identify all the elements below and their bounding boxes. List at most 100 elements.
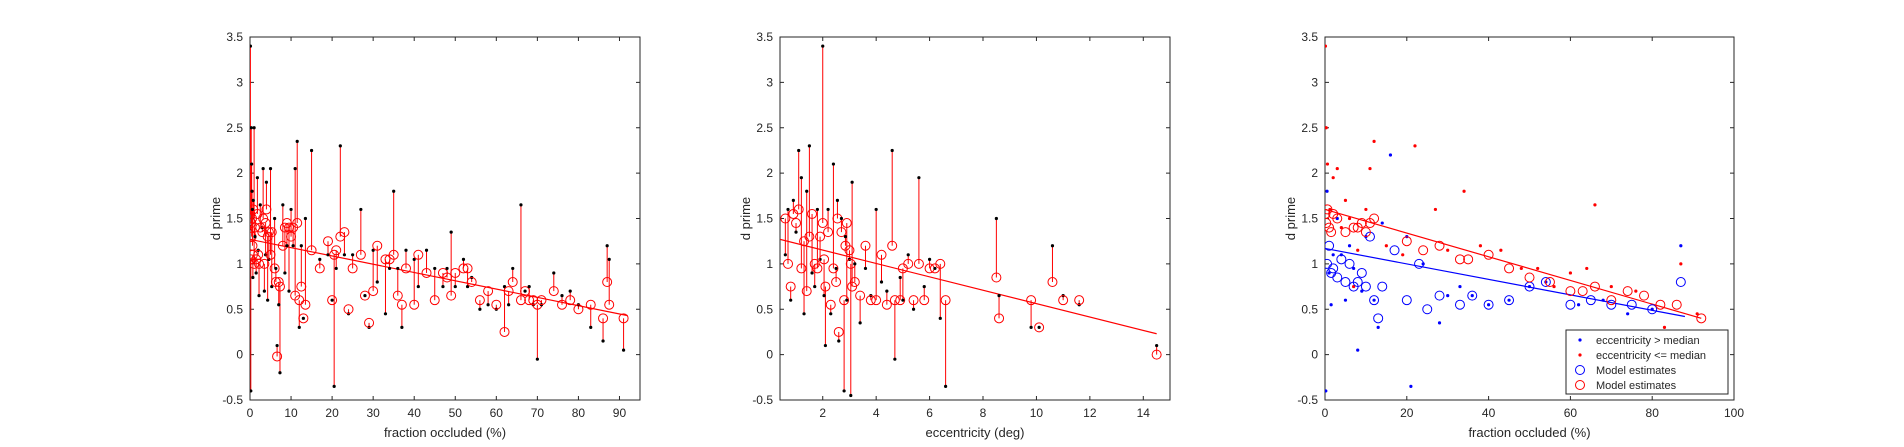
model-estimate-high-eccentricity	[1340, 277, 1351, 288]
y-tick-label: 0.5	[1301, 302, 1318, 316]
observed-point	[392, 189, 396, 193]
observed-point	[799, 176, 803, 180]
model-estimate-low-eccentricity	[1483, 249, 1494, 260]
model-estimate-marker	[855, 290, 866, 301]
model-estimate-low-eccentricity	[1606, 295, 1617, 306]
observed-point	[783, 253, 787, 257]
observed-point	[850, 180, 854, 184]
model-estimate-marker	[499, 326, 510, 337]
observed-point	[293, 166, 297, 171]
model-estimate-marker	[557, 299, 567, 310]
observed-point	[927, 257, 932, 261]
model-estimate-high-eccentricity	[1360, 281, 1371, 292]
x-tick-label: 60	[1564, 406, 1578, 420]
model-estimate-marker	[908, 295, 919, 306]
legend: eccentricity > median eccentricity <= med…	[1565, 329, 1729, 395]
x-axis-label: eccentricity (deg)	[926, 425, 1025, 440]
model-estimate-marker	[409, 299, 420, 310]
observed-point	[291, 244, 295, 248]
observed-point-low-eccentricity	[1499, 248, 1503, 252]
model-estimate-marker	[991, 272, 1002, 283]
model-estimate-high-eccentricity	[1356, 267, 1367, 278]
observed-point	[906, 253, 910, 257]
observed-point	[486, 303, 490, 307]
observed-point-high-eccentricity	[1650, 307, 1654, 311]
observed-point	[275, 343, 279, 348]
observed-point	[274, 266, 278, 271]
model-estimate-marker	[266, 227, 277, 238]
legend-marker	[1578, 353, 1582, 357]
y-tick-label: 2.5	[226, 121, 243, 135]
model-estimate-marker	[462, 263, 473, 274]
observed-point-high-eccentricity	[1527, 284, 1532, 289]
model-estimate-marker	[450, 267, 461, 278]
observed-point	[789, 298, 793, 302]
observed-point	[359, 207, 363, 212]
x-axis-label: fraction occluded (%)	[1468, 425, 1590, 440]
model-estimate-marker	[565, 295, 576, 306]
model-estimate-high-eccentricity	[1369, 295, 1380, 306]
observed-point	[363, 294, 367, 298]
observed-point-high-eccentricity	[1343, 298, 1348, 302]
model-estimate-marker	[825, 299, 836, 310]
y-tick-label: 1	[236, 257, 243, 271]
model-estimate-marker	[355, 249, 366, 260]
model-estimate-marker	[259, 258, 270, 269]
observed-point	[511, 266, 515, 271]
model-estimate-marker	[783, 258, 794, 269]
legend-marker	[1575, 380, 1585, 390]
observed-point-low-eccentricity	[1364, 207, 1368, 212]
observed-point	[874, 207, 878, 212]
model-estimate-marker	[1026, 295, 1037, 306]
model-estimate-low-eccentricity	[1565, 286, 1576, 297]
observed-point	[1155, 343, 1159, 348]
model-estimate-marker	[263, 227, 274, 238]
observed-point	[607, 257, 611, 261]
model-estimate-marker	[372, 240, 383, 251]
model-estimate-marker	[1047, 277, 1058, 288]
model-estimate-marker	[618, 313, 629, 324]
observed-point	[287, 289, 291, 293]
model-estimate-marker	[364, 317, 375, 328]
observed-point-high-eccentricity	[1576, 303, 1581, 307]
observed-point-high-eccentricity	[1329, 303, 1333, 307]
observed-point	[441, 284, 445, 289]
model-estimate-marker	[836, 227, 847, 238]
plot-area	[249, 36, 641, 401]
model-estimate-marker	[804, 231, 815, 242]
observed-point	[1037, 325, 1041, 329]
observed-point	[813, 284, 817, 289]
plot-content	[1325, 44, 1707, 393]
y-tick-label: 3	[766, 75, 773, 89]
model-estimate-marker	[483, 286, 494, 297]
plot-area	[779, 36, 1171, 401]
observed-point	[283, 271, 287, 275]
observed-point	[786, 207, 790, 212]
x-tick-label: 100	[1724, 406, 1744, 420]
model-estimate-marker	[254, 258, 265, 269]
observed-point	[802, 312, 806, 316]
observed-point	[997, 294, 1001, 298]
y-tick-label: 3.5	[1301, 30, 1318, 44]
model-estimate-marker	[828, 263, 839, 274]
model-estimate-marker	[396, 299, 407, 310]
observed-point	[994, 216, 998, 221]
model-estimate-marker	[994, 313, 1005, 324]
observed-point	[890, 148, 894, 153]
observed-point	[250, 389, 253, 393]
x-tick-label: 40	[1482, 406, 1496, 420]
fit-line	[780, 238, 1157, 335]
observed-point-low-eccentricity	[1593, 203, 1597, 207]
model-estimate-marker	[895, 295, 906, 306]
observed-point-high-eccentricity	[1458, 284, 1462, 289]
x-tick-label: 20	[1400, 406, 1414, 420]
legend-marker	[1575, 365, 1585, 375]
observed-point	[342, 253, 347, 257]
observed-point-low-eccentricity	[1679, 262, 1683, 266]
observed-point	[254, 271, 258, 275]
observed-point	[853, 262, 857, 266]
model-estimate-marker	[273, 277, 284, 288]
model-estimate-marker	[474, 295, 485, 306]
observed-point	[944, 384, 948, 388]
